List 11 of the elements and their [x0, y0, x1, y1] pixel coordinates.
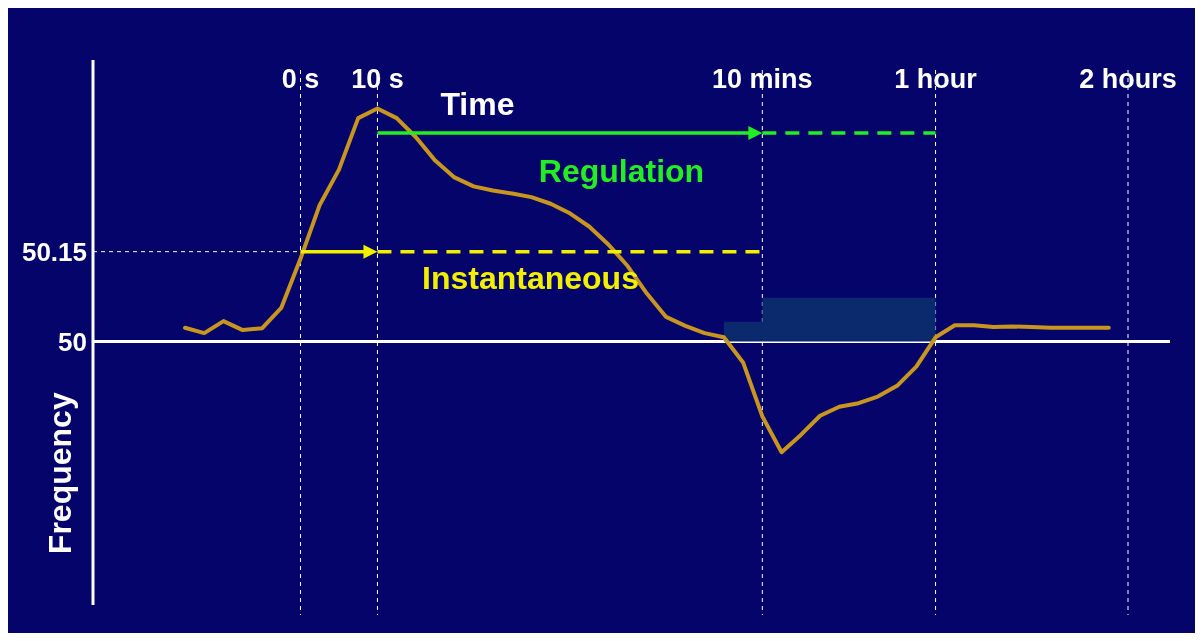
- y-tick-label: 50: [58, 326, 87, 357]
- x-tick-label: 2 hours: [1079, 64, 1177, 94]
- y-tick-label: 50.15: [21, 236, 87, 267]
- x-tick-label: 10 s: [351, 64, 404, 94]
- x-tick-label: 1 hour: [894, 64, 978, 94]
- annotation: Regulation: [538, 153, 705, 190]
- annotation: Instantaneous: [422, 259, 639, 296]
- x-tick-label: 0 s: [281, 64, 320, 94]
- y-axis-title: Frequency: [42, 392, 78, 555]
- x-tick-label: 10 mins: [712, 64, 813, 94]
- x-axis-title: Time: [440, 86, 515, 122]
